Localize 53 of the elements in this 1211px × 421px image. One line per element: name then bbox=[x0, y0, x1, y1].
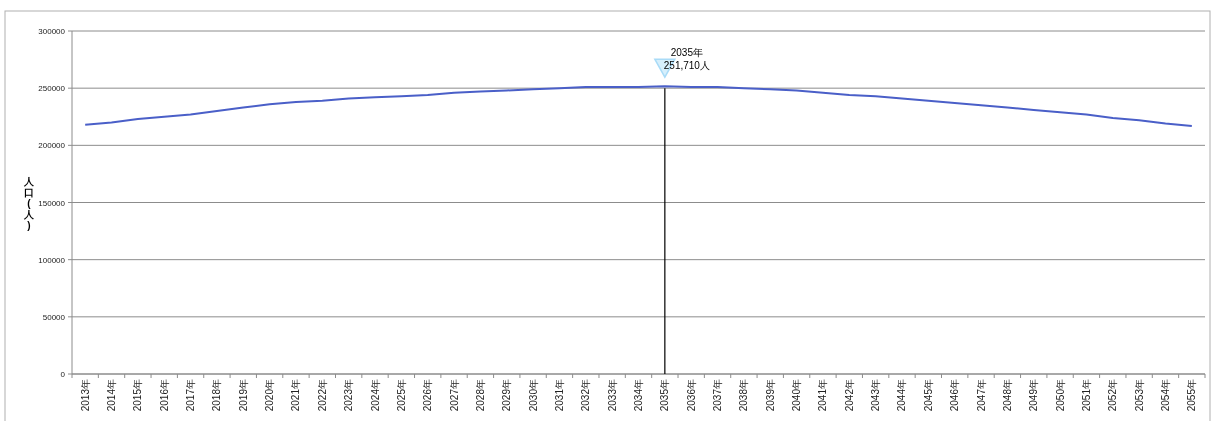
x-tick-label: 2013年 bbox=[79, 379, 91, 412]
x-tick-label: 2033年 bbox=[606, 379, 618, 412]
y-axis-title: 人口(人) bbox=[23, 175, 35, 231]
y-tick-label: 50000 bbox=[42, 312, 66, 322]
x-tick-label: 2028年 bbox=[474, 379, 486, 412]
x-tick-label: 2043年 bbox=[870, 379, 882, 412]
x-tick-label: 2038年 bbox=[738, 379, 750, 412]
x-tick-label: 2047年 bbox=[975, 379, 987, 412]
x-tick-label: 2014年 bbox=[106, 379, 118, 412]
x-tick-label: 2021年 bbox=[290, 379, 302, 412]
x-tick-label: 2039年 bbox=[764, 379, 776, 412]
x-tick-label: 2037年 bbox=[712, 379, 724, 412]
x-tick-label: 2046年 bbox=[949, 379, 961, 412]
x-tick-label: 2040年 bbox=[791, 379, 803, 412]
x-tick-label: 2020年 bbox=[264, 379, 276, 412]
x-tick-label: 2019年 bbox=[237, 379, 249, 412]
x-tick-label: 2032年 bbox=[580, 379, 592, 412]
x-tick-label: 2029年 bbox=[501, 379, 513, 412]
x-tick-label: 2041年 bbox=[817, 379, 829, 412]
y-tick-label: 0 bbox=[60, 370, 66, 379]
x-tick-label: 2025年 bbox=[395, 379, 407, 412]
x-tick-label: 2027年 bbox=[448, 379, 460, 412]
x-tick-label: 2026年 bbox=[422, 379, 434, 412]
x-tick-label: 2030年 bbox=[527, 379, 539, 412]
x-tick-label: 2031年 bbox=[553, 379, 565, 412]
x-tick-label: 2017年 bbox=[185, 379, 197, 412]
line-series bbox=[84, 85, 1193, 127]
x-tick-label: 2022年 bbox=[316, 379, 328, 412]
x-tick-label: 2052年 bbox=[1107, 379, 1119, 412]
y-tick-label: 150000 bbox=[38, 198, 66, 208]
x-tick-label: 2048年 bbox=[1001, 379, 1013, 412]
x-tick-label: 2035年 bbox=[659, 379, 671, 412]
x-tick-label: 2051年 bbox=[1080, 379, 1092, 412]
x-tick-label: 2018年 bbox=[211, 379, 223, 412]
y-tick-label: 250000 bbox=[38, 84, 66, 94]
annotation: 2035年 251,710人 bbox=[663, 47, 710, 72]
y-tick-label: 200000 bbox=[38, 141, 66, 151]
x-tick-label: 2049年 bbox=[1028, 379, 1040, 412]
x-tick-label: 2050年 bbox=[1054, 379, 1066, 412]
x-tick-label: 2024年 bbox=[369, 379, 381, 412]
x-tick-label: 2055年 bbox=[1186, 379, 1198, 412]
x-tick-label: 2015年 bbox=[132, 379, 144, 412]
x-tick-label: 2034年 bbox=[633, 379, 644, 412]
x-tick-label: 2044年 bbox=[896, 379, 908, 412]
y-tick-label: 100000 bbox=[38, 255, 66, 265]
y-tick-label: 300000 bbox=[38, 27, 66, 36]
x-tick-label: 2053年 bbox=[1133, 379, 1145, 412]
x-tick-label: 2016年 bbox=[158, 379, 170, 412]
x-tick-label: 2042年 bbox=[843, 379, 855, 412]
x-tick-label: 2036年 bbox=[685, 379, 697, 412]
x-tick-label: 2054年 bbox=[1159, 379, 1171, 412]
x-tick-label: 2023年 bbox=[343, 379, 355, 412]
x-tick-label: 2045年 bbox=[922, 379, 934, 412]
